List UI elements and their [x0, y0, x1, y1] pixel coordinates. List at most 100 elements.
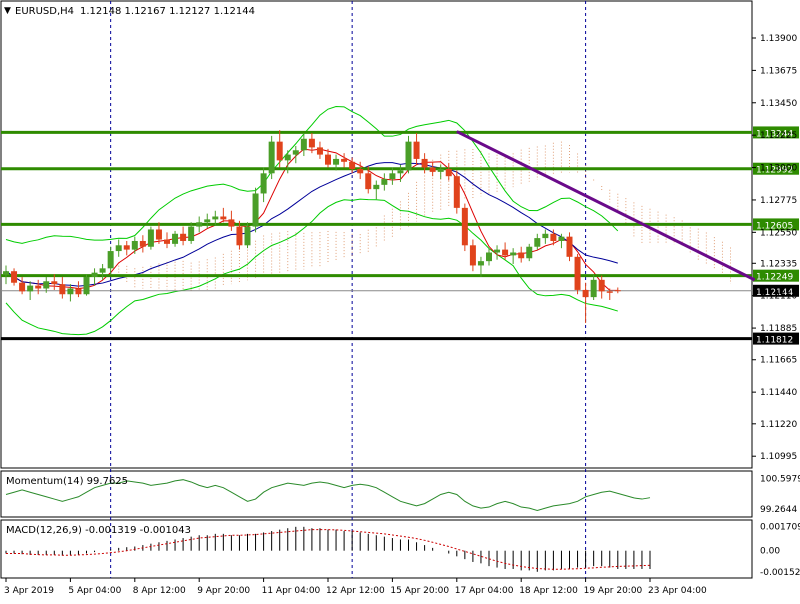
candle-body	[316, 147, 323, 155]
momentum-tick-label: 99.2644	[760, 505, 797, 515]
x-tick-label: 9 Apr 20:00	[197, 586, 250, 596]
x-tick-label: 18 Apr 12:00	[519, 586, 578, 596]
ohlc-label: 1.12148 1.12167 1.12127 1.12144	[80, 6, 255, 17]
candle-body	[188, 226, 195, 241]
candle-body	[373, 184, 380, 190]
y-tick-label: 1.10995	[760, 452, 797, 462]
candle-body	[526, 246, 533, 259]
candle-body	[83, 276, 90, 295]
candle-body	[91, 272, 98, 277]
candle-body	[99, 268, 106, 273]
candle-body	[115, 245, 122, 252]
candle-body	[155, 229, 162, 240]
candle-body	[469, 245, 476, 266]
price-level-label: 1.12992	[756, 166, 793, 176]
price-level-label: 1.11812	[756, 336, 793, 346]
x-tick-label: 11 Apr 04:00	[262, 586, 321, 596]
candle-body	[397, 170, 404, 174]
price-level-tag	[753, 126, 799, 139]
candle-body	[300, 138, 307, 151]
y-tick-label: 1.13000	[760, 164, 797, 174]
price-level-tag	[753, 269, 799, 282]
candle-body	[574, 256, 581, 290]
x-tick-label: 8 Apr 12:00	[133, 586, 186, 596]
candle-body	[43, 281, 50, 289]
candle-body	[19, 282, 26, 292]
x-tick-label: 17 Apr 04:00	[455, 586, 514, 596]
candle-body	[333, 158, 340, 165]
candle-body	[445, 168, 452, 177]
y-tick-label: 1.13675	[760, 66, 797, 76]
candle-body	[598, 279, 605, 292]
candle-body	[606, 291, 613, 293]
candle-body	[139, 240, 146, 247]
candlesticks	[3, 130, 621, 324]
candle-body	[381, 179, 388, 185]
candle-body	[566, 236, 573, 257]
price-level-label: 1.12605	[756, 221, 793, 231]
candle-body	[357, 168, 364, 174]
price-level-tag	[753, 162, 799, 175]
macd-tick-label: 0.001709	[760, 523, 800, 533]
current-price-tag	[753, 284, 799, 297]
momentum-title: Momentum(14) 99.7625	[6, 476, 128, 487]
upper-band-line	[5, 106, 619, 244]
candle-body	[542, 233, 549, 239]
candle-body	[437, 168, 444, 172]
lower-band-line	[5, 198, 618, 336]
y-tick-label: 1.11665	[760, 356, 797, 366]
candle-body	[502, 249, 509, 256]
candle-body	[477, 261, 484, 266]
candle-body	[252, 193, 259, 227]
candle-body	[11, 271, 18, 283]
x-tick-label: 5 Apr 04:00	[68, 586, 121, 596]
candle-body	[614, 290, 621, 292]
price-level-tag	[753, 332, 799, 345]
candle-body	[172, 233, 179, 244]
candle-body	[67, 288, 74, 295]
candle-body	[27, 285, 34, 292]
candle-body	[534, 238, 541, 247]
candle-body	[180, 233, 187, 241]
candle-body	[518, 252, 525, 259]
candle-body	[453, 176, 460, 208]
candle-body	[461, 207, 468, 246]
candle-body	[284, 154, 291, 161]
y-tick-label: 1.12775	[760, 196, 797, 206]
price-level-tag	[753, 218, 799, 231]
candle-body	[582, 289, 589, 298]
candle-body	[349, 161, 356, 169]
momentum-line	[5, 479, 651, 511]
candle-body	[365, 173, 372, 190]
candle-body	[244, 226, 251, 246]
x-tick-label: 23 Apr 04:00	[648, 586, 707, 596]
envelope-bands	[5, 106, 619, 336]
momentum-indicator: 100.5979 99.2644	[5, 475, 800, 515]
candle-body	[389, 173, 396, 180]
moving-average-line	[5, 162, 618, 287]
current-price-label: 1.12144	[756, 288, 793, 298]
macd-tick-label: -0.001525	[760, 568, 800, 578]
candle-body	[421, 158, 428, 168]
downtrend-line	[456, 130, 756, 282]
y-tick-label: 1.13900	[760, 34, 797, 44]
y-tick-label: 1.12110	[760, 292, 797, 302]
momentum-panel-frame	[0, 470, 753, 518]
collapse-arrow-icon[interactable]: ▼	[4, 6, 11, 16]
candle-body	[212, 216, 219, 220]
candle-body	[486, 252, 492, 262]
candle-body	[123, 245, 130, 250]
candle-body	[164, 239, 170, 244]
candle-body	[3, 271, 9, 275]
candle-body	[558, 236, 565, 241]
candle-body	[131, 240, 138, 250]
candle-body	[413, 141, 420, 159]
candle-body	[405, 141, 412, 171]
trendline-group[interactable]	[456, 130, 756, 282]
x-tick-label: 15 Apr 20:00	[390, 586, 449, 596]
candle-body	[260, 173, 267, 194]
horizontal-levels[interactable]: 1.13244 1.12992 1.12605 1.12249 1.11812 1.121…	[1, 126, 799, 346]
x-tick-label: 3 Apr 2019	[4, 586, 54, 596]
